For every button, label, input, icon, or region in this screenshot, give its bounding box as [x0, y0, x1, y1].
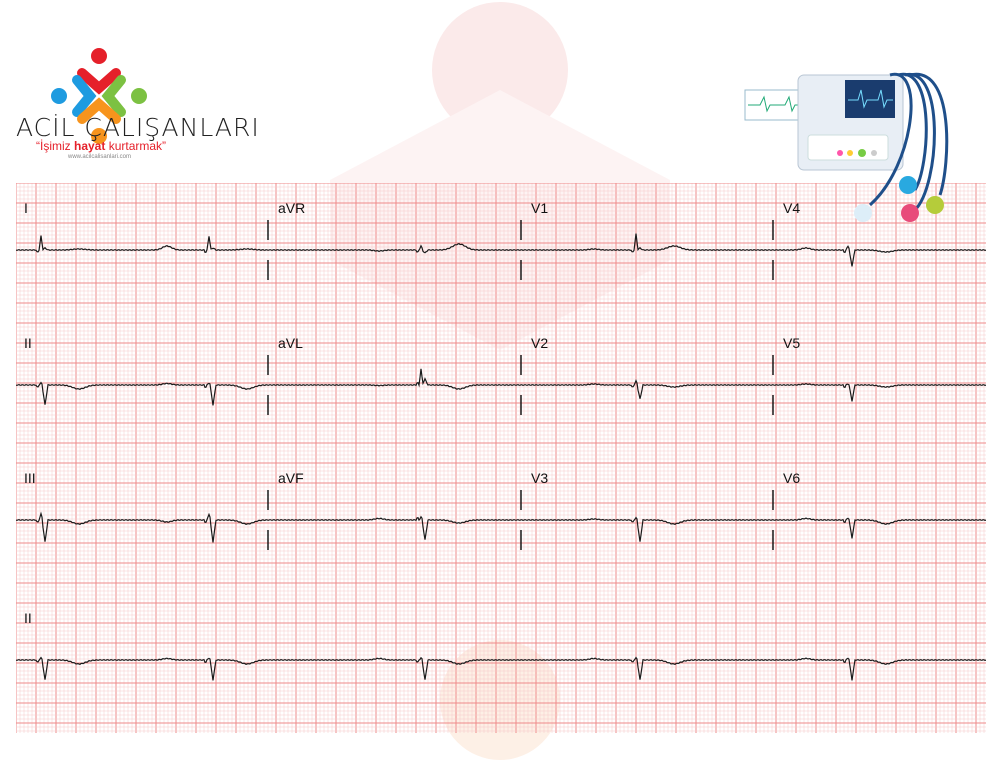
ecg-trace-v3: [520, 516, 774, 542]
lead-label: V1: [531, 200, 549, 216]
ecg-trace-avr: [267, 243, 522, 254]
lead-label: V2: [531, 335, 549, 351]
lead-label: V5: [783, 335, 801, 351]
ecg-trace-avl: [267, 368, 522, 390]
lead-label: aVL: [278, 335, 303, 351]
lead-label: aVF: [278, 470, 304, 486]
ecg-trace-avf: [267, 515, 522, 540]
ecg-strip: [16, 183, 986, 733]
ecg-trace-iii: [16, 511, 269, 543]
ecg-trace-v4: [772, 245, 986, 267]
lead-label: II: [24, 335, 32, 351]
lead-label: I: [24, 200, 28, 216]
lead-label: aVR: [278, 200, 306, 216]
ecg-trace-i: [16, 235, 269, 253]
lead-label: III: [24, 470, 36, 486]
ecg-machine-illustration: [744, 72, 949, 222]
ecg-trace-v1: [520, 233, 774, 253]
ecg-trace-v2: [520, 379, 774, 399]
lead-label: V4: [783, 200, 801, 216]
lead-label: II: [24, 610, 32, 626]
logo-icon: [51, 48, 147, 144]
ecg-trace-v6: [772, 517, 986, 539]
lead-label: V3: [531, 470, 549, 486]
brand-name: ACİL ÇALIŞANLARI: [16, 113, 260, 142]
ecg-trace-ii: [16, 381, 269, 406]
ecg-trace-ii: [16, 656, 986, 681]
brand-slogan: “İşimiz hayat kurtarmak”: [36, 139, 167, 153]
brand-website: www.acilcalisanlari.com: [68, 154, 132, 160]
ecg-trace-v5: [772, 382, 986, 402]
lead-label: V6: [783, 470, 801, 486]
